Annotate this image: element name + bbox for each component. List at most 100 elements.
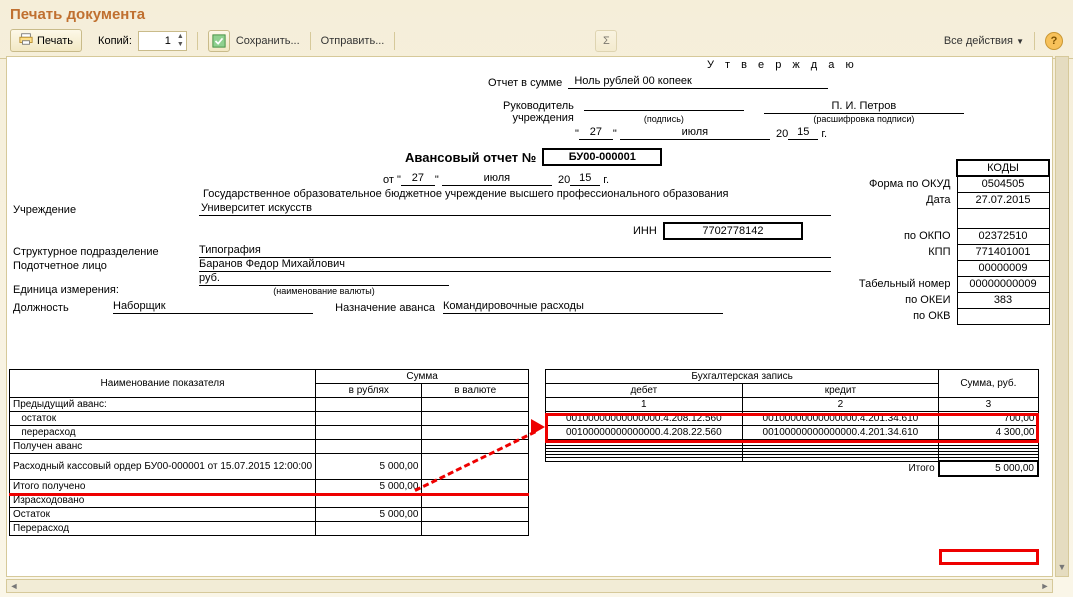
rt-credit: 00100000000000000.4.201.34.610: [742, 412, 939, 426]
top-date-day: 27: [579, 126, 613, 140]
lt-val: [422, 398, 529, 412]
codes-header: КОДЫ: [957, 160, 1049, 176]
measure-sub: (наименование валюты): [199, 286, 449, 296]
rt-h-debit: дебет: [546, 384, 743, 398]
lt-name: Расходный кассовый ордер БУ00-000001 от …: [10, 454, 316, 480]
okei-value: 383: [957, 292, 1049, 308]
copies-spinner[interactable]: ▲ ▼: [138, 31, 187, 51]
lt-name: Предыдущий аванс:: [10, 398, 316, 412]
rt-h-entry: Бухгалтерская запись: [546, 370, 939, 384]
inn-value: 7702778142: [663, 222, 803, 240]
top-date-yp: 20: [776, 128, 788, 140]
lt-rub: [316, 412, 422, 426]
rt-sum: 700,00: [939, 412, 1038, 426]
from-yp: 20: [558, 174, 570, 186]
save-link[interactable]: Сохранить...: [236, 35, 300, 47]
lt-rub: [316, 440, 422, 454]
copies-down[interactable]: ▼: [175, 41, 186, 49]
red-box-total: [939, 549, 1039, 565]
okpo-value: 02372510: [957, 228, 1049, 244]
doc-number: БУ00-000001: [542, 148, 662, 166]
lt-name: Получен аванс: [10, 440, 316, 454]
head-name-sub: (расшифровка подписи): [764, 114, 964, 124]
separator: [310, 32, 311, 50]
lt-name: Остаток: [10, 508, 316, 522]
report-sum-label: Отчет в сумме: [488, 77, 562, 89]
okud-value: 0504505: [957, 176, 1049, 192]
person-label: Подотчетное лицо: [13, 260, 199, 272]
lt-name: Израсходовано: [10, 494, 316, 508]
help-button[interactable]: ?: [1045, 32, 1063, 50]
rt-credit: 00100000000000000.4.201.34.610: [742, 426, 939, 440]
lt-val: [422, 412, 529, 426]
unit-label: Структурное подразделение: [13, 246, 199, 258]
vertical-scrollbar[interactable]: ▲ ▼: [1055, 56, 1069, 577]
date-from-label: от: [383, 174, 394, 186]
window-title: Печать документа: [0, 0, 1073, 27]
lt-val: [422, 480, 529, 494]
okpo-label: по ОКПО: [858, 228, 957, 244]
rt-total-value: 5 000,00: [939, 461, 1038, 476]
red-arrow-head: [531, 419, 545, 435]
inn-label: ИНН: [633, 225, 657, 237]
org-label: Учреждение: [13, 204, 199, 216]
lt-rub: [316, 522, 422, 536]
position-value: Наборщик: [113, 300, 313, 314]
rt-num1: 1: [546, 398, 743, 412]
lt-rub: [316, 494, 422, 508]
lt-h-sum: Сумма: [316, 370, 529, 384]
from-year: 15: [570, 172, 600, 186]
head-name: П. И. Петров: [764, 100, 964, 114]
lt-rub: [316, 398, 422, 412]
lt-val: [422, 508, 529, 522]
report-sum-value: Ноль рублей 00 копеек: [568, 75, 828, 89]
lt-h-name: Наименование показателя: [10, 370, 316, 398]
position-label: Должность: [13, 302, 113, 314]
printer-icon: [19, 32, 33, 49]
measure-value: руб.: [199, 272, 449, 286]
rt-debit: 00100000000000000.4.208.12.560: [546, 412, 743, 426]
lt-val: [422, 440, 529, 454]
from-ys: г.: [603, 174, 609, 186]
separator: [1034, 32, 1035, 50]
head-label-1: Руководитель: [503, 100, 574, 112]
rt-debit: 00100000000000000.4.208.22.560: [546, 426, 743, 440]
left-table: Наименование показателя Сумма в рублях в…: [9, 369, 529, 536]
all-actions-link[interactable]: Все действия ▼: [944, 35, 1024, 47]
code-date-value: 27.07.2015: [957, 192, 1049, 208]
tabno-value: 00000000009: [957, 276, 1049, 292]
lt-rub: 5 000,00: [316, 480, 422, 494]
lt-rub: [316, 426, 422, 440]
top-date-year: 15: [788, 126, 818, 140]
approve-label: У т в е р ж д а ю: [707, 59, 858, 71]
head-label-2: учреждения: [503, 112, 574, 124]
separator: [197, 32, 198, 50]
print-button[interactable]: Печать: [10, 29, 82, 52]
measure-label: Единица измерения:: [13, 284, 199, 296]
rt-sum: 4 300,00: [939, 426, 1038, 440]
lt-name: остаток: [10, 412, 316, 426]
kpp-label: КПП: [858, 244, 957, 260]
person-value: Баранов Федор Михайлович: [199, 258, 831, 272]
lt-h-val: в валюте: [422, 384, 529, 398]
lt-h-rub: в рублях: [316, 384, 422, 398]
copies-input[interactable]: [139, 32, 175, 50]
copies-up[interactable]: ▲: [175, 33, 186, 41]
send-link[interactable]: Отправить...: [321, 35, 385, 47]
lt-val: [422, 522, 529, 536]
kpp-value: 771401001: [957, 244, 1049, 260]
head-sign-sub: (подпись): [584, 114, 744, 124]
separator: [394, 32, 395, 50]
code-date-label: Дата: [858, 192, 957, 208]
okud-label: Форма по ОКУД: [858, 176, 957, 192]
code-row5: 00000009: [957, 260, 1049, 276]
lt-rub: 5 000,00: [316, 454, 422, 480]
lt-rub: 5 000,00: [316, 508, 422, 522]
horizontal-scrollbar[interactable]: ◄ ►: [6, 579, 1053, 593]
okv-label: по ОКВ: [858, 308, 957, 324]
doc-title: Авансовый отчет №: [405, 150, 536, 165]
sigma-button[interactable]: Σ: [595, 30, 617, 52]
purpose-label: Назначение аванса: [313, 302, 443, 314]
preview-button[interactable]: [208, 30, 230, 52]
from-day: 27: [401, 172, 435, 186]
